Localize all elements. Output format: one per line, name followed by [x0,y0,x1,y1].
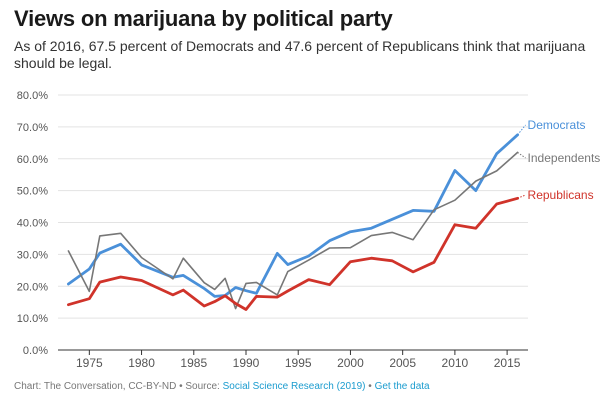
series-line-republicans [67,196,519,311]
x-tick-label: 1995 [285,356,312,370]
footer-source-prefix: Source: [185,381,220,392]
series-line-independents [67,151,519,310]
y-tick-label: 70.0% [17,122,48,134]
chart-subtitle: As of 2016, 67.5 percent of Democrats an… [14,38,586,71]
y-tick-label: 10.0% [17,313,48,325]
x-axis-ticks: 1975 1980 1985 1990 1995 2000 2005 2010 2015 [76,350,521,370]
series-line-democrats [67,133,519,298]
y-tick-label: 40.0% [17,218,48,230]
y-tick-label: 0.0% [23,345,48,357]
series-label-connector-democrats [517,124,526,136]
x-tick-label: 2015 [494,356,521,370]
footer-separator: • [368,381,372,392]
x-tick-label: 2005 [389,356,416,370]
y-tick-label: 80.0% [17,90,48,102]
chart-title: Views on marijuana by political party [14,6,393,31]
series-label-independents: Independents [528,151,601,165]
x-tick-label: 2010 [442,356,469,370]
series-layer [67,133,519,311]
series-label-connector-republicans [517,194,526,199]
y-tick-label: 60.0% [17,154,48,166]
series-label-republicans: Republicans [528,188,594,202]
chart-footer: Chart: The Conversation, CC-BY-ND • Sour… [14,381,430,392]
line-chart: 0.0% 10.0% 20.0% 30.0% 40.0% 50.0% 60.0% 70.0% 8… [17,90,601,370]
series-label-democrats: Democrats [528,118,586,132]
y-tick-label: 30.0% [17,249,48,261]
get-the-data-link[interactable]: Get the data [374,381,430,392]
grid-layer [58,94,528,351]
series-label-layer: Democrats Independents Republicans [517,118,601,202]
x-tick-label: 1985 [180,356,207,370]
source-link[interactable]: Social Science Research (2019) [222,381,366,392]
series-label-connector-independents [517,151,526,159]
y-tick-label: 20.0% [17,281,48,293]
x-tick-label: 2000 [337,356,364,370]
footer-credit: Chart: The Conversation, CC-BY-ND [14,381,177,392]
y-axis-ticks: 0.0% 10.0% 20.0% 30.0% 40.0% 50.0% 60.0% 70.0% 8… [17,90,48,357]
y-tick-label: 50.0% [17,186,48,198]
x-tick-label: 1975 [76,356,103,370]
x-tick-label: 1980 [128,356,155,370]
x-tick-label: 1990 [233,356,260,370]
footer-separator: • [179,381,183,392]
